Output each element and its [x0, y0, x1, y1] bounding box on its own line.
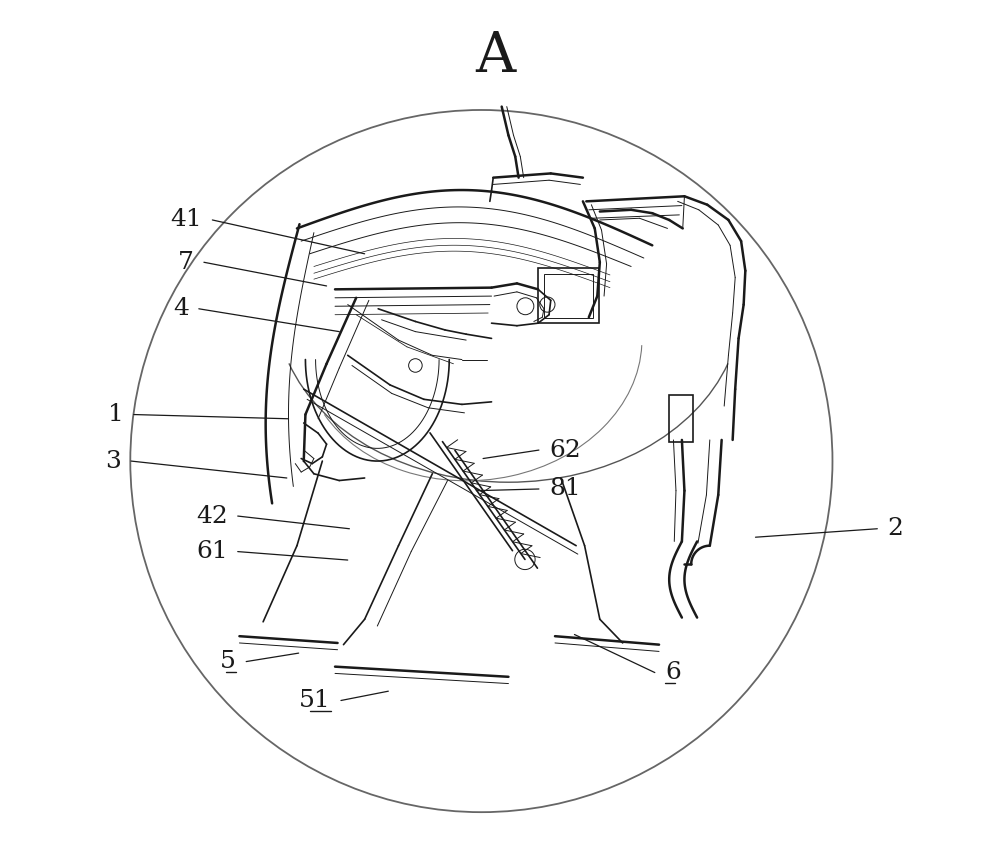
Bar — [544, 274, 593, 318]
Text: 4: 4 — [173, 297, 189, 321]
Text: 3: 3 — [105, 449, 121, 473]
Text: 41: 41 — [171, 208, 202, 232]
Text: A: A — [476, 30, 516, 85]
Text: 61: 61 — [196, 540, 228, 563]
Text: 2: 2 — [887, 517, 903, 541]
Text: 5: 5 — [220, 650, 236, 673]
Text: 81: 81 — [549, 477, 581, 501]
Bar — [538, 268, 599, 323]
Text: 42: 42 — [196, 504, 228, 528]
Text: 6: 6 — [665, 661, 681, 684]
Text: 7: 7 — [178, 250, 194, 274]
Text: 51: 51 — [299, 689, 331, 712]
Bar — [669, 395, 693, 442]
Text: 1: 1 — [108, 403, 124, 426]
Text: 62: 62 — [549, 438, 581, 462]
